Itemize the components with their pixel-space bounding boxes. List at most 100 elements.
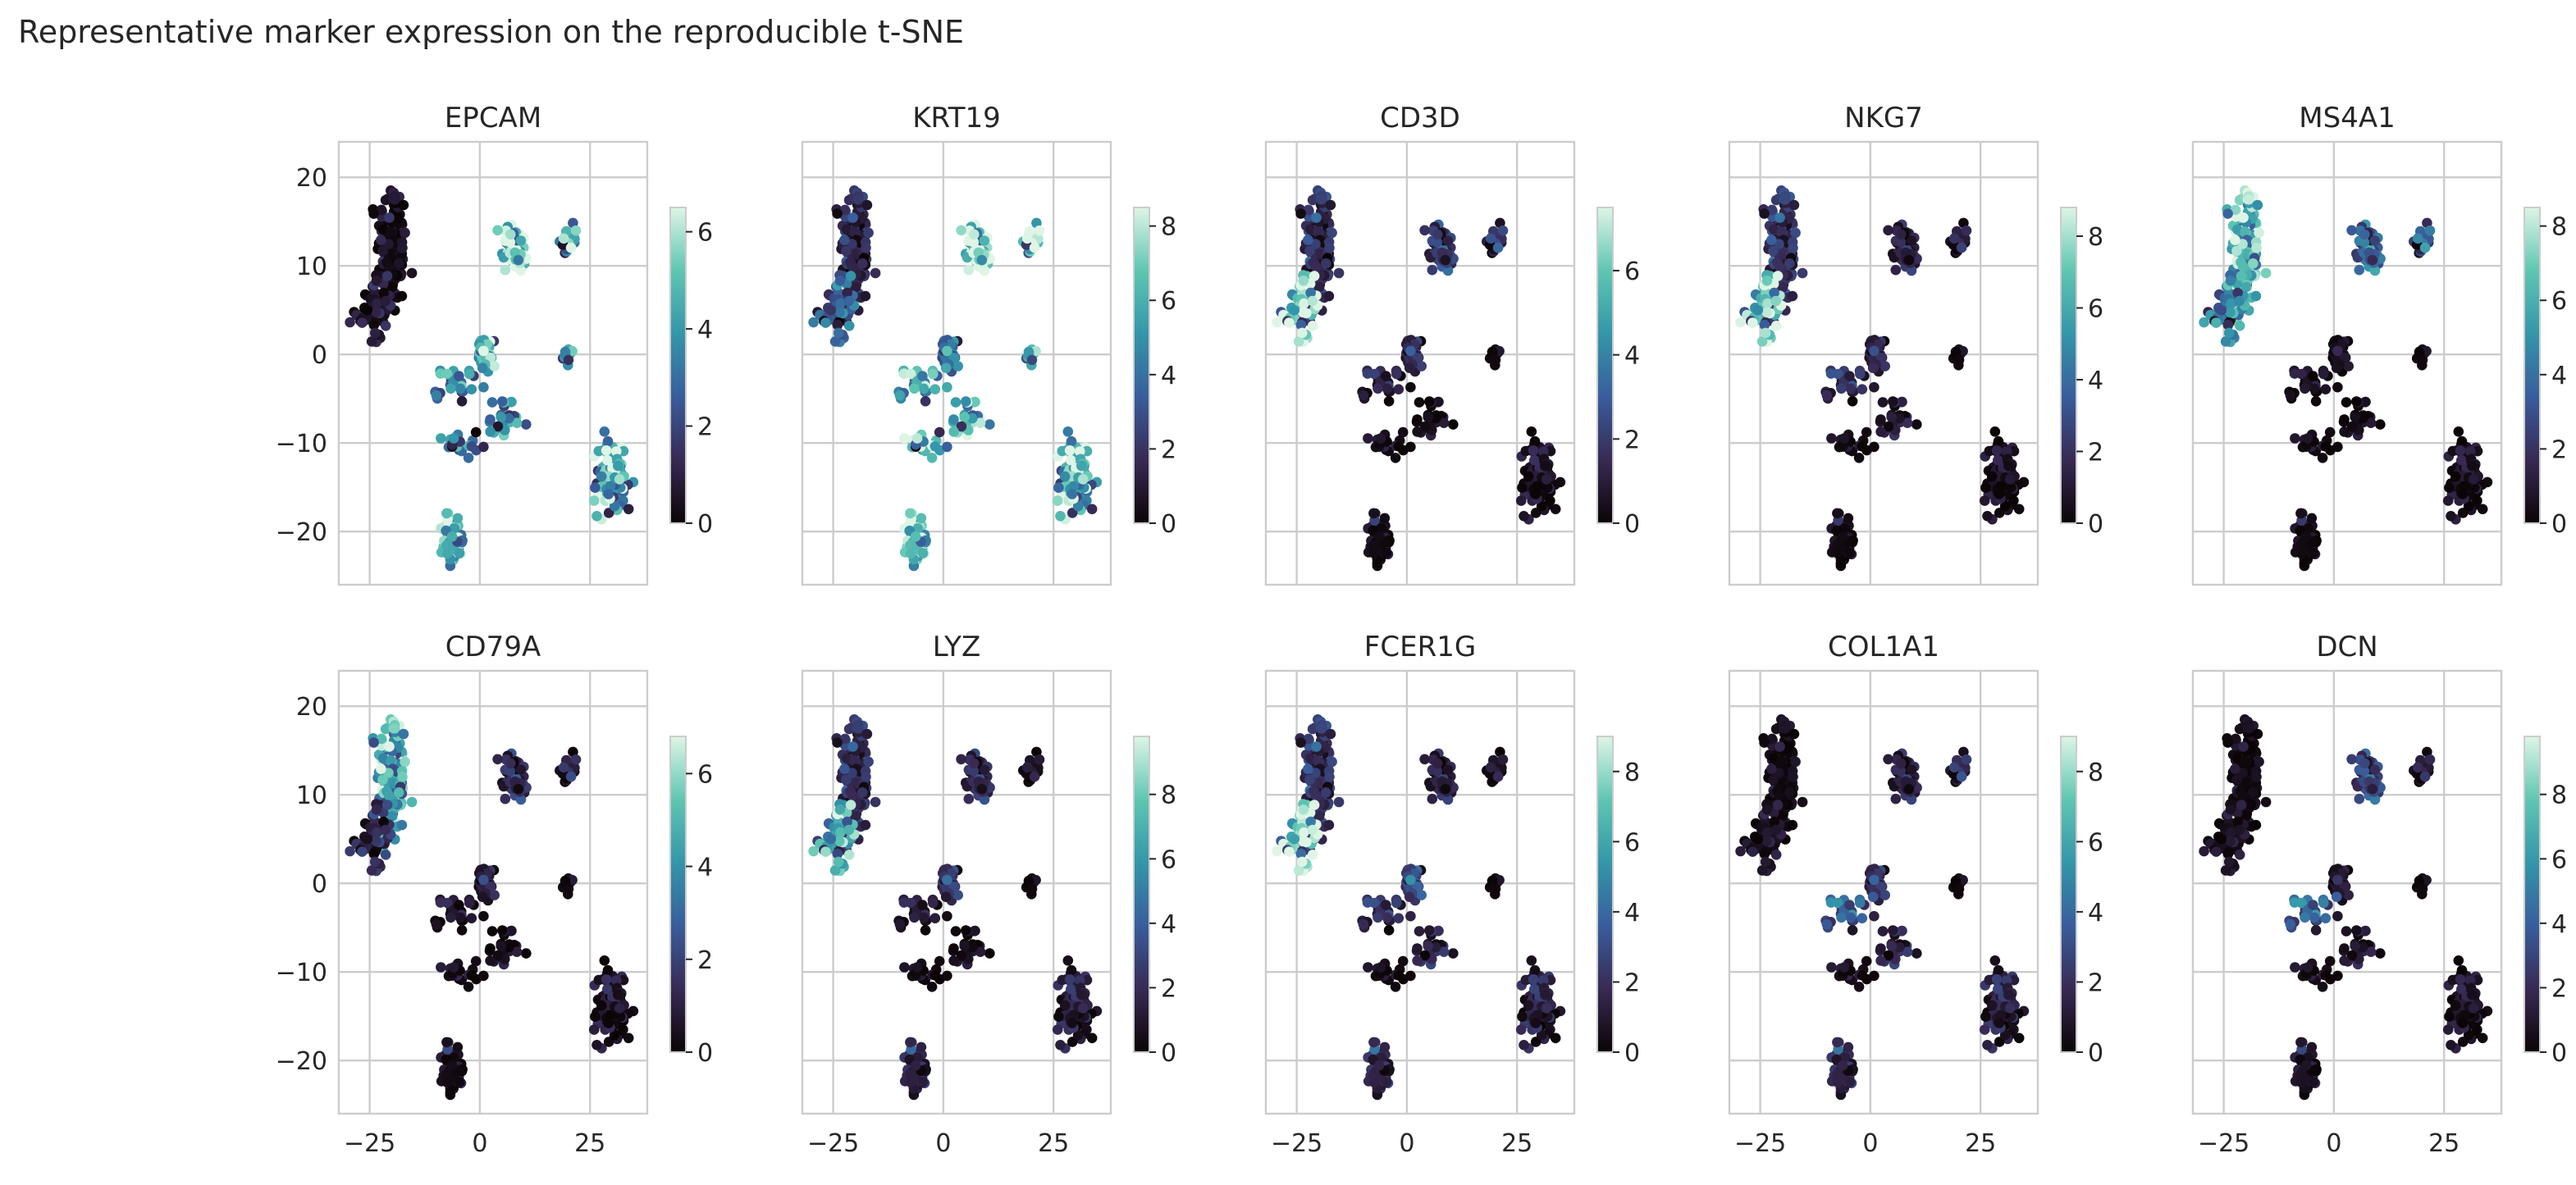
cell-point	[515, 764, 527, 775]
cell-point	[2234, 295, 2245, 307]
colorbar-tick-label: 0	[697, 510, 713, 539]
cell-point	[441, 508, 452, 519]
cell-point	[1980, 482, 1991, 493]
panel-title: LYZ	[933, 631, 981, 663]
cell-point	[1747, 317, 1758, 328]
cell-point	[1769, 287, 1779, 299]
cell-point	[1405, 381, 1416, 393]
cell-point	[1304, 245, 1315, 257]
cell-point	[446, 1060, 458, 1071]
cell-point	[1333, 267, 1345, 279]
cell-point	[1492, 771, 1504, 782]
cell-point	[513, 783, 524, 795]
cell-point	[463, 982, 474, 992]
cell-point	[1837, 531, 1848, 542]
cell-point	[1298, 836, 1309, 847]
cell-point	[1324, 243, 1335, 253]
cell-point	[1538, 446, 1549, 457]
cell-point	[452, 1041, 464, 1053]
cell-point	[2199, 317, 2209, 328]
cell-point	[558, 762, 569, 773]
colorbar-frame	[2523, 207, 2541, 524]
cell-point	[861, 728, 873, 740]
cell-point	[599, 955, 610, 966]
cell-point	[1788, 243, 1798, 253]
y-tick-label: 10	[296, 782, 327, 810]
cell-point	[1053, 1011, 1064, 1022]
cell-point	[345, 317, 355, 328]
cell-point	[833, 327, 844, 339]
cell-point	[614, 1003, 625, 1014]
cell-point	[1376, 523, 1386, 534]
cell-point	[1487, 346, 1498, 358]
cell-point	[1064, 974, 1076, 985]
cell-point	[2309, 383, 2320, 394]
cell-point	[1529, 454, 1540, 466]
cell-point	[948, 414, 959, 425]
cell-point	[1779, 194, 1791, 205]
cell-point	[959, 941, 970, 951]
cell-point	[386, 755, 396, 766]
cell-point	[570, 225, 582, 236]
cell-point	[1298, 307, 1309, 318]
cell-point	[967, 412, 978, 424]
cell-point	[1797, 267, 1808, 279]
cell-point	[1517, 1011, 1528, 1022]
cell-point	[345, 845, 355, 857]
cell-point	[1875, 426, 1886, 437]
cell-point	[1391, 368, 1402, 380]
cell-point	[506, 925, 517, 937]
cell-point	[1289, 304, 1300, 316]
x-tick-label: 25	[574, 1129, 605, 1158]
colorbar-tick-label: 2	[2088, 439, 2103, 467]
colorbar-gradient	[670, 207, 686, 523]
colorbar-gradient	[1134, 736, 1149, 1052]
cell-point	[1383, 396, 1395, 407]
y-tick-label: −10	[276, 430, 327, 458]
cell-point	[942, 970, 952, 982]
cell-point	[386, 810, 398, 822]
cell-point	[389, 722, 400, 734]
cell-point	[1066, 489, 1078, 499]
x-tick-label: 0	[472, 1129, 487, 1158]
colorbar-tick-label: 8	[2088, 223, 2103, 252]
cell-point	[602, 964, 614, 976]
cell-point	[2318, 368, 2329, 380]
cell-point	[362, 833, 373, 845]
cell-point	[1296, 856, 1308, 868]
cell-point	[1375, 433, 1386, 444]
cell-point	[1076, 460, 1087, 472]
cell-point	[1550, 1032, 1561, 1044]
cell-point	[2237, 262, 2249, 272]
cell-point	[2296, 368, 2307, 380]
cell-point	[1316, 194, 1327, 205]
plot-frame	[801, 140, 1112, 586]
cell-point	[1735, 317, 1746, 328]
cell-point	[926, 453, 938, 463]
cell-point	[398, 728, 409, 740]
cell-point	[975, 417, 986, 428]
cell-point	[843, 321, 855, 331]
cell-point	[961, 925, 971, 936]
cell-point	[445, 383, 456, 394]
cell-point	[1832, 508, 1843, 519]
cell-point	[452, 513, 464, 524]
cell-point	[1029, 771, 1040, 782]
cell-point	[847, 212, 858, 223]
cell-point	[1381, 548, 1392, 558]
cell-point	[504, 412, 514, 424]
panel-title: CD3D	[1380, 102, 1460, 134]
cell-point	[1423, 412, 1433, 422]
plot-frame	[337, 140, 649, 586]
cell-point	[1419, 754, 1430, 765]
cell-point	[1310, 262, 1322, 272]
cell-point	[916, 1041, 927, 1053]
cell-point	[1760, 327, 1771, 339]
colorbar-gradient	[1597, 207, 1613, 523]
cell-point	[832, 208, 843, 219]
cell-point	[1492, 242, 1504, 253]
cell-point	[1076, 989, 1087, 1000]
